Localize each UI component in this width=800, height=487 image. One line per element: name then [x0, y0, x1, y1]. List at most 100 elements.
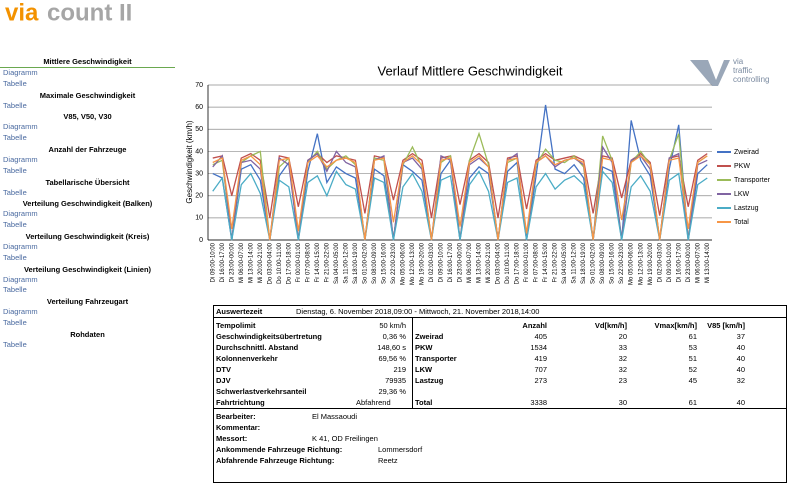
cell: 61 — [688, 332, 697, 341]
detail-row: Abfahrende Fahrzeuge Richtung: Reetz — [216, 455, 786, 466]
nav-link[interactable]: Diagramm — [3, 68, 38, 77]
legend-label: Zweirad — [734, 149, 759, 156]
stat-value: 50 km/h — [379, 321, 406, 330]
detail-value: El Massaoudi — [312, 412, 358, 421]
nav-link[interactable]: Tabelle — [3, 339, 27, 349]
detail-value: Lommersdorf — [378, 445, 423, 454]
cell: 3338 — [530, 398, 547, 407]
cell: 51 — [688, 354, 697, 363]
nav-link[interactable]: Tabelle — [3, 252, 27, 262]
x-tick-label: Mi 06:00-07:00 — [695, 242, 701, 283]
x-tick-label: Di 09:00-10:00 — [667, 242, 673, 282]
x-tick-label: Do 17:00-18:00 — [286, 242, 292, 284]
detail-label: Kommentar: — [216, 423, 261, 432]
nav-link[interactable]: Tabelle — [3, 165, 27, 175]
brand-icon — [690, 60, 730, 86]
logo-count: count II — [47, 0, 132, 26]
x-tick-label: Fr 14:00-15:00 — [315, 242, 321, 282]
cell: 32 — [618, 354, 627, 363]
nav-link[interactable]: Tabelle — [3, 133, 27, 143]
y-tick-label: 30 — [195, 170, 203, 177]
stat-label: DJV — [216, 376, 231, 385]
chart: via count II via traffic controlling Ver… — [5, 0, 771, 285]
series-line — [212, 154, 708, 241]
period-label: Auswertezeit — [216, 307, 263, 316]
x-tick-label: Mi 13:00-14:00 — [705, 242, 711, 283]
y-tick-label: 50 — [195, 126, 203, 133]
x-tick-label: Di 09:00-10:00 — [439, 242, 445, 282]
nav-heading: Verteilung Geschwindigkeit (Balken) — [22, 199, 153, 209]
stats-table: Tempolimit 50 km/h Geschwindigkeitsübertre… — [214, 318, 413, 408]
x-tick-label: Di 23:00-00:00 — [458, 242, 464, 282]
x-tick-label: So 22:00-23:00 — [619, 242, 625, 284]
y-tick-label: 60 — [195, 104, 203, 111]
nav-link[interactable]: Tabelle — [3, 78, 27, 88]
legend-label: PKW — [734, 163, 750, 170]
nav-link[interactable]: Diagramm — [3, 307, 38, 317]
y-tick-label: 20 — [195, 193, 203, 200]
nav-link[interactable]: Tabelle — [3, 317, 27, 327]
x-tick-label: Do 10:00-11:00 — [505, 242, 511, 284]
header-spacer — [415, 320, 485, 331]
stats-row: DTV 219 — [216, 364, 412, 375]
nav-link[interactable]: Tabelle — [3, 187, 27, 197]
cell: 45 — [688, 376, 697, 385]
cell: 707 — [534, 365, 547, 374]
x-tick-label: Fr 07:00-08:00 — [305, 242, 311, 282]
nav-link[interactable]: Diagramm — [3, 241, 38, 251]
nav-heading: V85, V50, V30 — [63, 112, 112, 122]
vehicle-table: Anzahl Vd[km/h] Vmax[km/h] V85 [km/h] Zweira… — [413, 318, 786, 408]
nav-link[interactable]: Diagramm — [3, 122, 38, 132]
x-tick-label: Mi 06:00-07:00 — [239, 242, 245, 283]
stat-value: 148,60 s — [377, 343, 406, 352]
cell: 30 — [618, 398, 627, 407]
cell: 1534 — [530, 343, 547, 352]
x-tick-label: Mi 20:00-21:00 — [486, 242, 492, 283]
series-line — [212, 169, 708, 241]
x-tick-label: Do 10:00-11:00 — [277, 242, 283, 284]
x-tick-label: Di 16:00-17:00 — [220, 242, 226, 282]
brand-traffic: traffic — [733, 66, 752, 75]
nav-link[interactable]: Diagramm — [3, 274, 38, 284]
x-tick-label: Mi 13:00-14:00 — [477, 242, 483, 283]
detail-value: K 41, OD Freilingen — [312, 434, 378, 443]
details: Bearbeiter: El Massaoudi Kommentar: Messort… — [214, 409, 786, 466]
nav-link[interactable]: Tabelle — [3, 285, 27, 295]
cell: 52 — [688, 365, 697, 374]
x-tick-label: So 08:00-09:00 — [372, 242, 378, 284]
column-header: Anzahl — [522, 321, 547, 330]
stats-row: Schwerlastverkehrsanteil 29,36 % — [216, 386, 412, 397]
stats-row: DJV 79935 — [216, 375, 412, 386]
nav-link[interactable]: Diagramm — [3, 209, 38, 219]
stat-label: Fahrtrichtung — [216, 398, 265, 407]
x-tick-label: Di 16:00-17:00 — [676, 242, 682, 282]
nav-link[interactable]: Diagramm — [3, 154, 38, 164]
x-tick-label: Sa 18:00-19:00 — [581, 242, 587, 284]
x-tick-label: So 08:00-09:00 — [600, 242, 606, 284]
x-tick-label: Di 16:00-17:00 — [448, 242, 454, 282]
nav-link[interactable]: Tabelle — [3, 100, 27, 110]
nav-heading: Verteilung Geschwindigkeit (Kreis) — [25, 231, 150, 241]
y-tick-label: 40 — [195, 148, 203, 155]
x-tick-label: Mi 13:00-14:00 — [248, 242, 254, 283]
detail-label: Ankommende Fahrzeuge Richtung: — [216, 445, 343, 454]
x-tick-label: Mo 05:00-06:00 — [401, 242, 407, 285]
x-tick-label: Do 03:00-04:00 — [496, 242, 502, 284]
detail-row: Bearbeiter: El Massaoudi — [216, 411, 786, 422]
column-header: Vd[km/h] — [594, 321, 627, 330]
x-tick-label: Fr 14:00-15:00 — [543, 242, 549, 282]
x-tick-label: Fr 21:00-22:00 — [324, 242, 330, 282]
legend-label: LKW — [734, 191, 750, 198]
stat-label: Schwerlastverkehrsanteil — [216, 387, 307, 396]
detail-row: Kommentar: — [216, 422, 786, 433]
cell: 273 — [534, 376, 547, 385]
stat-label: Durchschnittl. Abstand — [216, 343, 299, 352]
brand-controlling: controlling — [733, 75, 769, 84]
column-header: V85 [km/h] — [707, 321, 745, 330]
navigation: Mittlere Geschwindigkeit Diagramm Tabelle M… — [0, 56, 175, 351]
stats-row: Kolonnenverkehr 69,56 % — [216, 353, 412, 364]
nav-link[interactable]: Tabelle — [3, 220, 27, 230]
x-tick-label: Sa 04:00-05:00 — [562, 242, 568, 284]
period-value: Dienstag, 6. November 2018,09:00 - Mittw… — [296, 307, 540, 316]
